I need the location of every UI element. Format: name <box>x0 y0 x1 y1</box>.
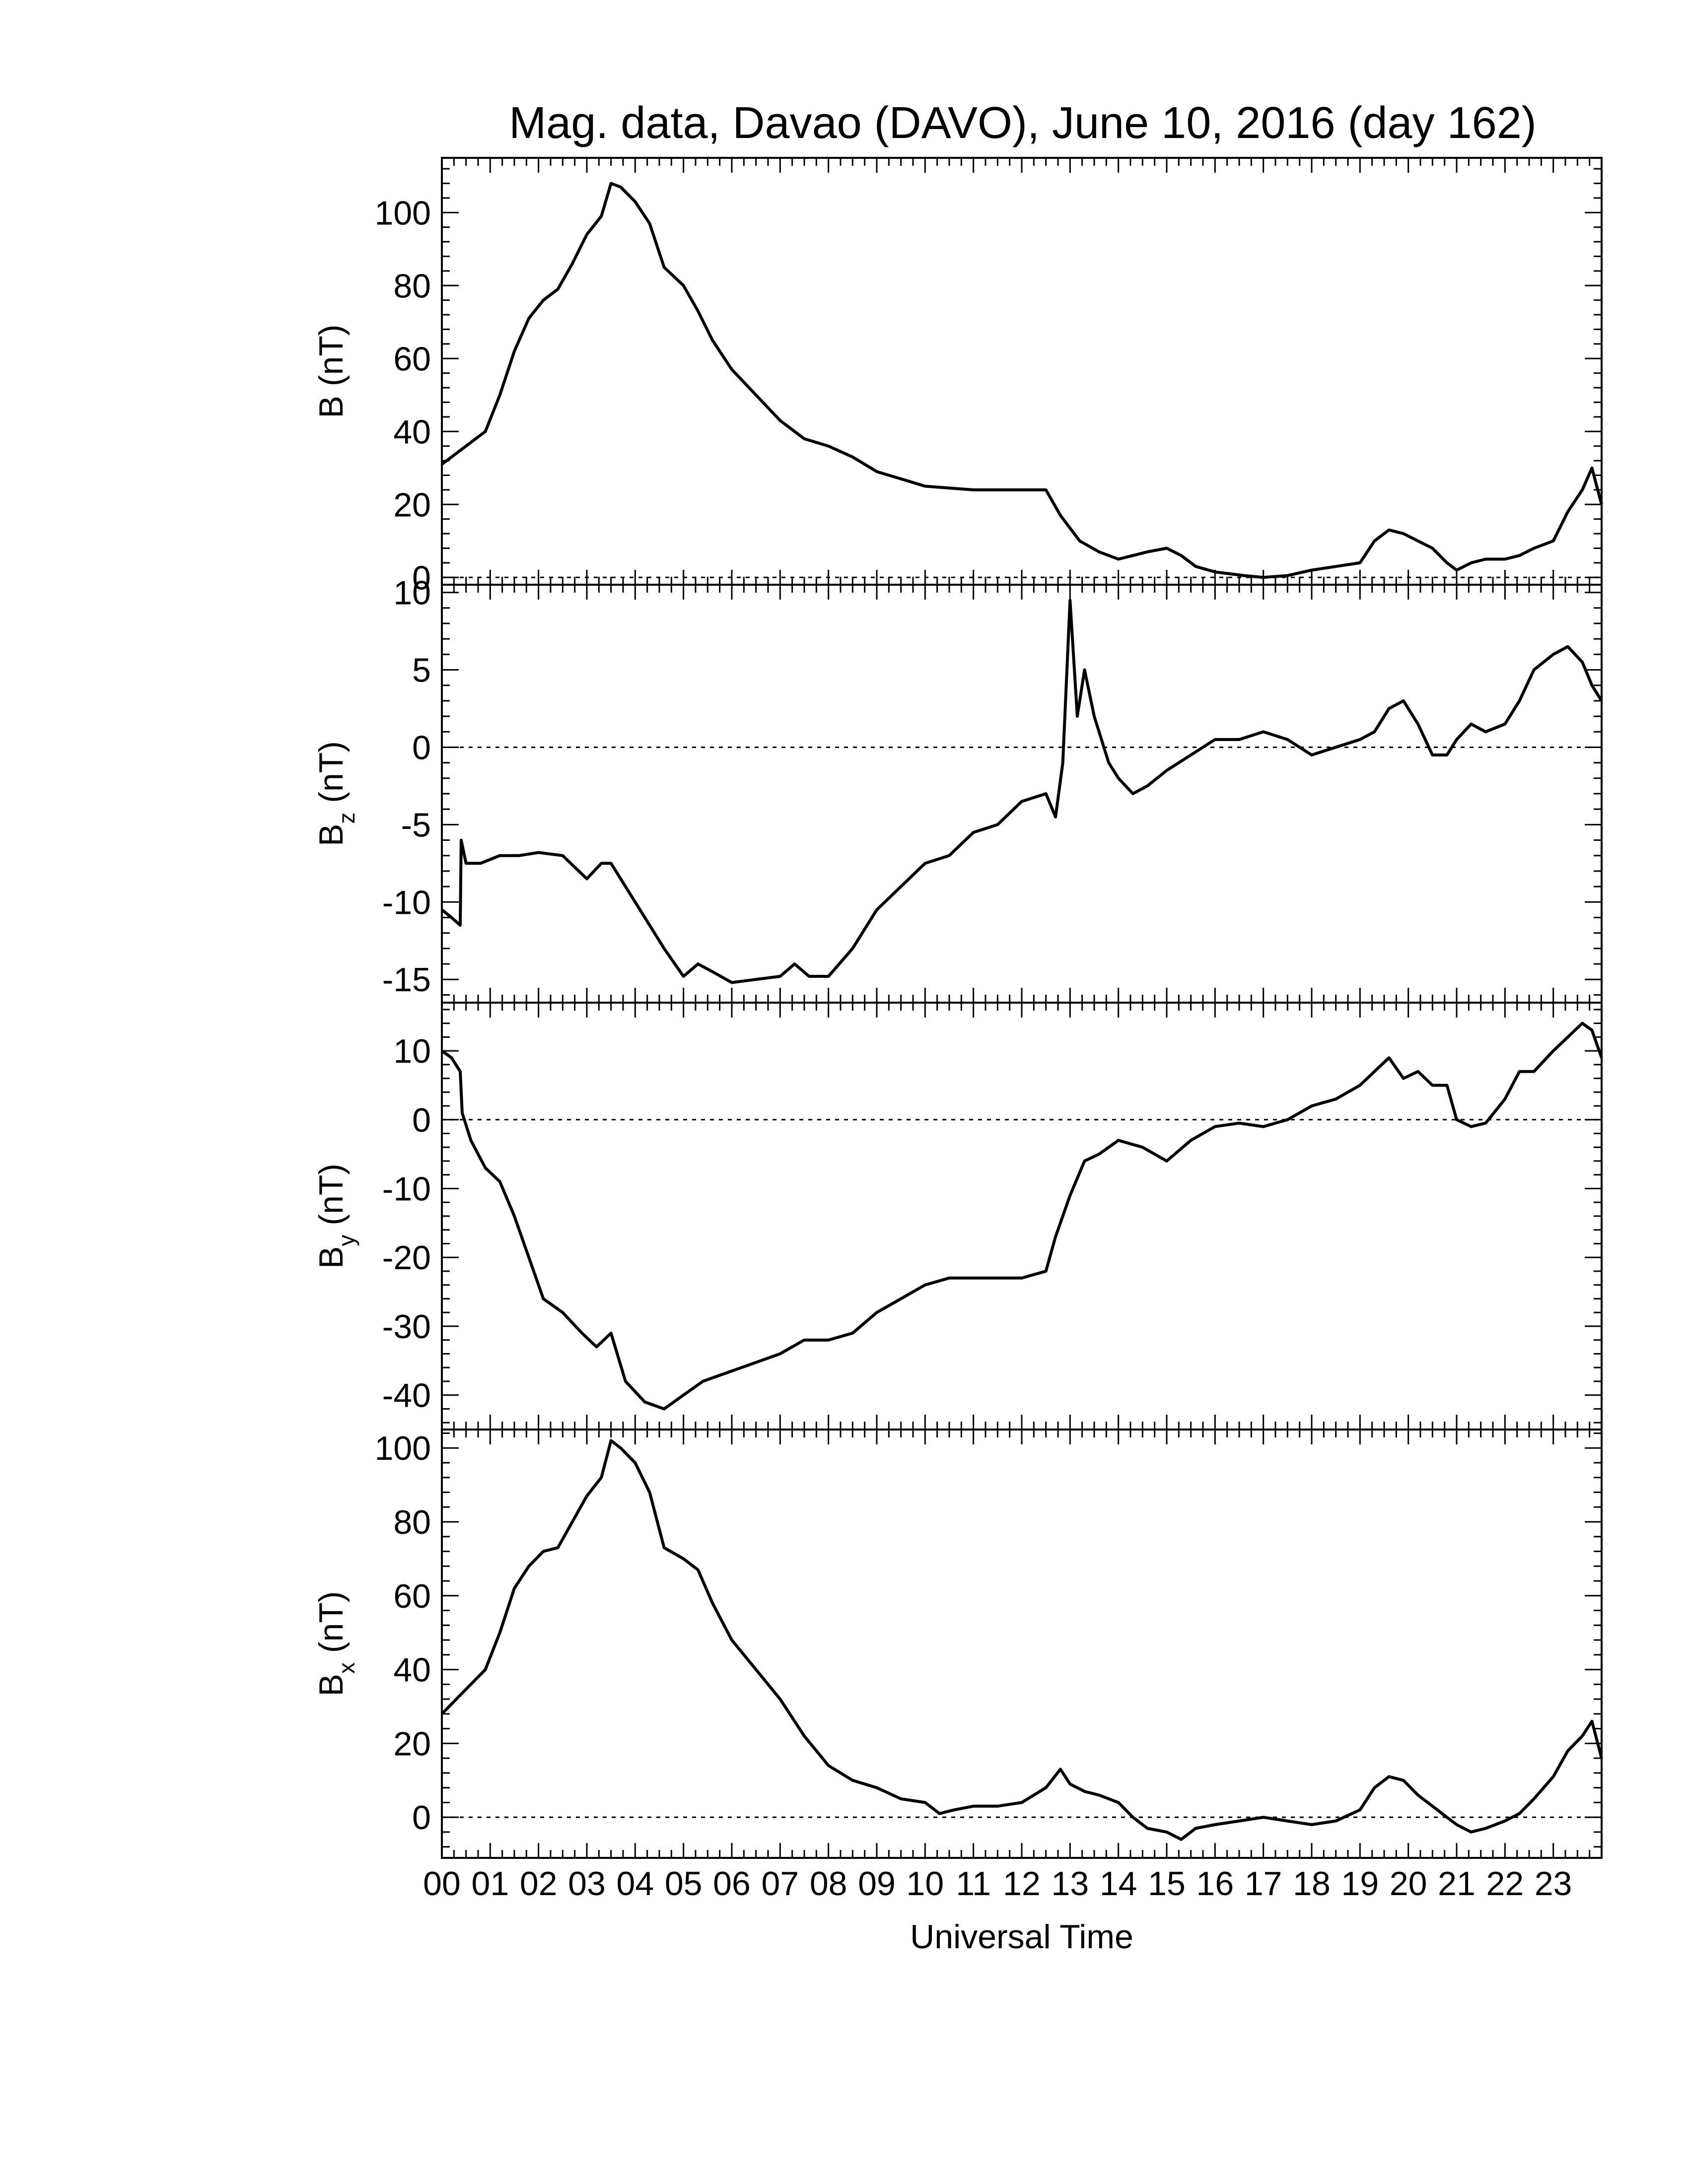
y-tick-label: 10 <box>393 1032 431 1070</box>
y-tick-label: 60 <box>393 340 431 378</box>
x-tick-label: 19 <box>1341 1865 1379 1903</box>
x-tick-label: 22 <box>1486 1865 1524 1903</box>
y-axis-label-unit: (nT) <box>312 741 350 813</box>
y-tick-label: 20 <box>393 1725 431 1763</box>
y-axis-label-unit: (nT) <box>312 1591 350 1663</box>
series-line-By <box>441 1022 1603 1411</box>
y-tick-label: 100 <box>375 194 431 232</box>
y-tick-label: 20 <box>393 486 431 524</box>
y-tick-label: -20 <box>382 1239 431 1277</box>
x-tick-label: 21 <box>1438 1865 1476 1903</box>
x-tick-label: 18 <box>1293 1865 1331 1903</box>
y-tick-label: 0 <box>412 1799 431 1837</box>
x-axis-title: Universal Time <box>910 1918 1133 1956</box>
x-tick-label: 09 <box>858 1865 896 1903</box>
x-tick-label: 10 <box>907 1865 944 1903</box>
y-tick-label: 80 <box>393 1503 431 1541</box>
y-axis-label-subscript: z <box>334 813 359 824</box>
y-tick-label: 5 <box>412 652 431 689</box>
x-tick-label: 15 <box>1148 1865 1186 1903</box>
x-axis-tick-labels: 00 01 02 03 04 05 06 07 08 09 10 11 12 13 14 15 16 17 18 19… <box>423 1865 1572 1903</box>
y-tick-label: 100 <box>375 1430 431 1467</box>
y-axis-label: By (nT) <box>312 1163 359 1269</box>
y-axis-label: Bx (nT) <box>312 1591 359 1697</box>
panel-frame <box>441 157 1603 586</box>
y-axis-label-main: B <box>312 396 350 418</box>
panel-By: -40 -30 -20 -10 0 10 By (nT) <box>312 1002 1603 1431</box>
x-tick-label: 16 <box>1196 1865 1234 1903</box>
series-line-Bx <box>440 1439 1603 1841</box>
x-tick-label: 14 <box>1100 1865 1137 1903</box>
panel-Bz: -15 -10 -5 0 5 10 Bz (nT) <box>312 574 1603 1004</box>
y-tick-label: -10 <box>382 1170 431 1208</box>
y-axis-label-main: B <box>312 1246 350 1269</box>
y-tick-label: -10 <box>382 884 431 921</box>
y-axis-label: Bz (nT) <box>312 741 359 846</box>
x-tick-label: 01 <box>472 1865 509 1903</box>
y-tick-label: 60 <box>393 1577 431 1615</box>
x-tick-label: 02 <box>520 1865 558 1903</box>
y-tick-label: -40 <box>382 1377 431 1415</box>
y-axis-label-unit: (nT) <box>312 1163 350 1235</box>
panel-B: 0 20 40 60 80 100 B (nT) <box>312 157 1603 597</box>
series-line-B <box>441 182 1603 579</box>
x-tick-label: 12 <box>1003 1865 1041 1903</box>
x-tick-label: 03 <box>568 1865 606 1903</box>
y-tick-label: 0 <box>412 559 431 597</box>
x-tick-label: 23 <box>1535 1865 1572 1903</box>
x-tick-label: 00 <box>423 1865 461 1903</box>
x-tick-label: 17 <box>1245 1865 1282 1903</box>
x-tick-label: 06 <box>713 1865 751 1903</box>
y-axis-label-subscript: y <box>334 1235 359 1246</box>
y-tick-label: -15 <box>382 961 431 999</box>
y-tick-label: 80 <box>393 267 431 305</box>
x-tick-label: 08 <box>810 1865 847 1903</box>
x-tick-label: 11 <box>956 1865 991 1903</box>
y-tick-label: -5 <box>401 806 431 844</box>
x-tick-label: 04 <box>617 1865 654 1903</box>
y-tick-label: 0 <box>412 729 431 766</box>
x-tick-label: 07 <box>762 1865 799 1903</box>
x-tick-label: 20 <box>1390 1865 1427 1903</box>
y-tick-label: 10 <box>393 574 431 612</box>
y-axis-label-unit: (nT) <box>312 325 350 396</box>
panel-Bx: 0 20 40 60 80 100 Bx (nT) <box>312 1429 1603 1859</box>
y-tick-label: 40 <box>393 1651 431 1689</box>
series-line-Bz <box>441 599 1603 984</box>
y-axis-label-subscript: x <box>334 1662 359 1674</box>
panel-frame <box>441 584 1603 1004</box>
y-axis-label: B (nT) <box>312 325 350 418</box>
panel-frame <box>441 1429 1603 1859</box>
chart-title: Mag. data, Davao (DAVO), June 10, 2016 (… <box>509 98 1536 148</box>
x-tick-label: 13 <box>1052 1865 1089 1903</box>
x-tick-label: 05 <box>665 1865 703 1903</box>
y-axis-label-main: B <box>312 1674 350 1696</box>
y-tick-label: 40 <box>393 413 431 451</box>
panel-frame <box>441 1002 1603 1431</box>
y-tick-label: -30 <box>382 1308 431 1346</box>
y-tick-label: 0 <box>412 1101 431 1139</box>
y-axis-label-main: B <box>312 824 350 846</box>
